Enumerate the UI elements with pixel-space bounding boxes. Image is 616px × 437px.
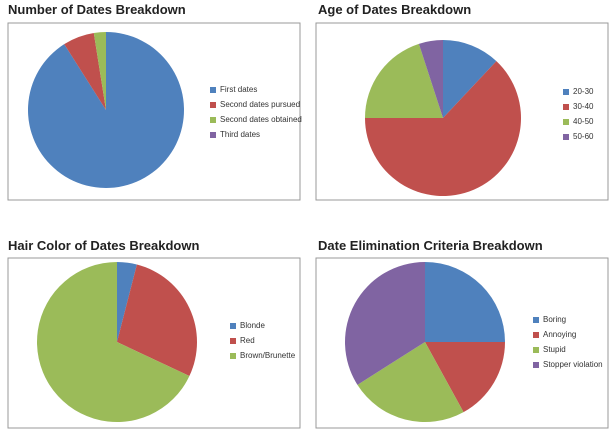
legend-label: 30-40 <box>573 102 594 111</box>
legend-swatch <box>563 104 569 110</box>
legend-label: Second dates obtained <box>220 115 302 124</box>
pie-slice <box>425 342 505 413</box>
legend-label: Boring <box>543 315 566 324</box>
pie-slice <box>345 262 425 385</box>
pie-slice <box>93 32 106 110</box>
legend-label: First dates <box>220 85 257 94</box>
pie-slice <box>64 32 106 110</box>
chart-title: Age of Dates Breakdown <box>318 2 471 17</box>
legend-label: Stupid <box>543 345 566 354</box>
legend-label: Brown/Brunette <box>240 351 296 360</box>
legend-label: 40-50 <box>573 117 594 126</box>
legend-swatch <box>230 353 236 359</box>
legend-swatch <box>230 338 236 344</box>
legend-swatch <box>563 134 569 140</box>
pie-slice <box>418 40 443 118</box>
legend-swatch <box>533 362 539 368</box>
pie-slice <box>365 43 443 118</box>
pie-slice <box>365 61 521 196</box>
pie-slice <box>117 262 137 342</box>
pie-slice <box>357 342 464 422</box>
legend-swatch <box>210 102 216 108</box>
chart-title: Date Elimination Criteria Breakdown <box>318 238 543 253</box>
legend-label: Stopper violation <box>543 360 603 369</box>
legend-swatch <box>210 132 216 138</box>
pie-slice <box>117 264 197 377</box>
legend-label: 20-30 <box>573 87 594 96</box>
legend-label: Blonde <box>240 321 265 330</box>
pie-slice <box>37 262 190 422</box>
legend-swatch <box>533 347 539 353</box>
legend-swatch <box>563 119 569 125</box>
legend-label: Annoying <box>543 330 576 339</box>
legend-swatch <box>563 89 569 95</box>
legend-swatch <box>533 317 539 323</box>
legend-swatch <box>533 332 539 338</box>
legend-label: Third dates <box>220 130 260 139</box>
legend-swatch <box>210 117 216 123</box>
legend-label: Red <box>240 336 255 345</box>
legend-label: Second dates pursued <box>220 100 300 109</box>
chart-title: Hair Color of Dates Breakdown <box>8 238 199 253</box>
pie-slice <box>443 40 497 118</box>
pie-slice <box>425 262 505 342</box>
legend-swatch <box>210 87 216 93</box>
chart-title: Number of Dates Breakdown <box>8 2 186 17</box>
legend-swatch <box>230 323 236 329</box>
pie-slice <box>27 32 185 188</box>
legend-label: 50-60 <box>573 132 594 141</box>
